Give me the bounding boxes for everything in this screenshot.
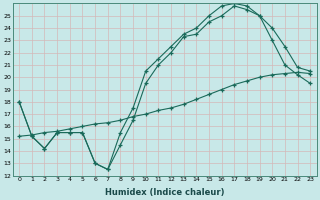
X-axis label: Humidex (Indice chaleur): Humidex (Indice chaleur) — [105, 188, 224, 197]
